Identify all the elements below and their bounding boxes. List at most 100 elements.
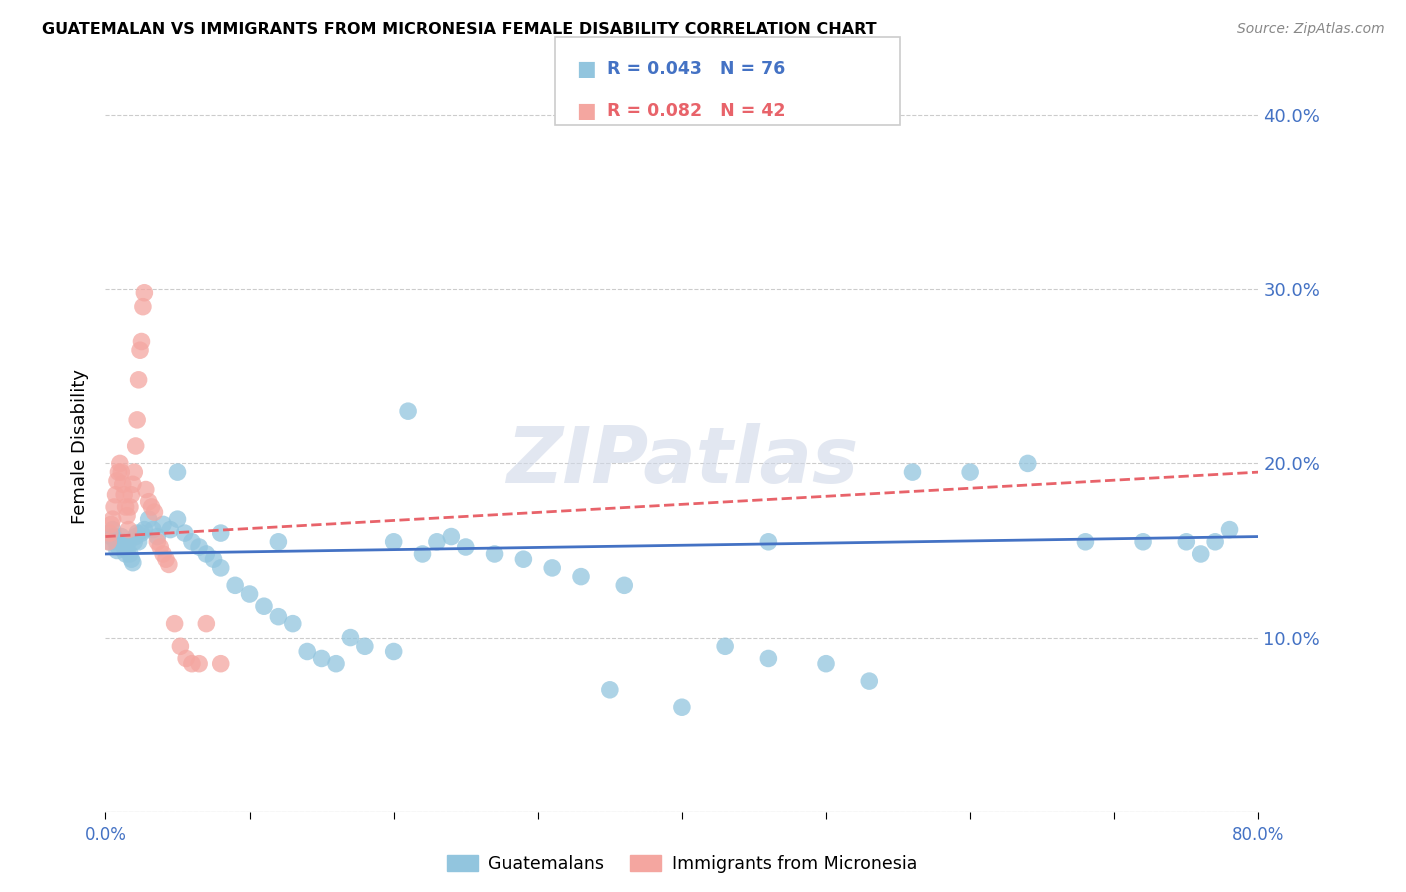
Point [202, 552, 225, 566]
Point [108, 457, 131, 471]
Point [412, 547, 434, 561]
Point [166, 465, 188, 479]
Point [146, 534, 169, 549]
Point [1017, 457, 1039, 471]
Point [115, 543, 138, 558]
Point [173, 526, 195, 541]
Point [152, 547, 174, 561]
Point [112, 540, 135, 554]
Point [110, 530, 132, 544]
Point [181, 657, 204, 671]
Point [454, 540, 477, 554]
Point [382, 644, 405, 658]
Point [100, 517, 122, 532]
Point [132, 300, 155, 314]
Point [104, 488, 127, 502]
Point [195, 547, 218, 561]
Point [114, 500, 136, 514]
Text: GUATEMALAN VS IMMIGRANTS FROM MICRONESIA FEMALE DISABILITY CORRELATION CHART: GUATEMALAN VS IMMIGRANTS FROM MICRONESIA… [42, 22, 877, 37]
Text: R = 0.082   N = 42: R = 0.082 N = 42 [607, 103, 786, 120]
Point [671, 700, 693, 714]
Point [188, 657, 211, 671]
Point [297, 644, 319, 658]
Point [125, 439, 148, 453]
Point [209, 526, 232, 541]
Point [155, 552, 177, 566]
Text: Source: ZipAtlas.com: Source: ZipAtlas.com [1237, 22, 1385, 37]
Point [131, 334, 153, 349]
Point [325, 657, 347, 671]
Text: ■: ■ [576, 59, 596, 78]
Point [104, 534, 127, 549]
Point [195, 616, 218, 631]
Point [107, 540, 129, 554]
Point [100, 530, 122, 544]
Point [181, 534, 204, 549]
Point [124, 465, 146, 479]
Point [224, 578, 246, 592]
Point [98, 526, 121, 541]
Point [159, 523, 181, 537]
Point [569, 569, 592, 583]
Point [382, 534, 405, 549]
Point [858, 674, 880, 689]
Point [758, 534, 780, 549]
Point [1204, 534, 1226, 549]
Point [110, 465, 132, 479]
Point [127, 413, 149, 427]
Legend: Guatemalans, Immigrants from Micronesia: Guatemalans, Immigrants from Micronesia [440, 848, 924, 880]
Point [121, 477, 143, 491]
Text: ZIPatlas: ZIPatlas [506, 423, 858, 499]
Point [120, 488, 142, 502]
Point [117, 534, 139, 549]
Point [311, 651, 333, 665]
Point [127, 526, 149, 541]
Point [143, 505, 166, 519]
Point [209, 561, 232, 575]
Point [959, 465, 981, 479]
Point [108, 534, 131, 549]
Point [426, 534, 449, 549]
Point [111, 477, 134, 491]
Point [354, 640, 377, 654]
Point [512, 552, 534, 566]
Point [135, 483, 157, 497]
Point [1189, 547, 1212, 561]
Point [118, 547, 141, 561]
Point [101, 512, 124, 526]
Text: R = 0.043   N = 76: R = 0.043 N = 76 [607, 60, 786, 78]
Point [267, 609, 290, 624]
Point [901, 465, 924, 479]
Point [121, 556, 143, 570]
Y-axis label: Female Disability: Female Disability [72, 368, 90, 524]
Point [120, 552, 142, 566]
Point [138, 494, 160, 508]
Point [149, 540, 172, 554]
Point [141, 500, 163, 514]
Point [97, 534, 120, 549]
Point [1219, 523, 1241, 537]
Point [163, 616, 186, 631]
Point [103, 530, 125, 544]
Point [152, 517, 174, 532]
Point [209, 657, 232, 671]
Point [613, 578, 636, 592]
Point [111, 534, 134, 549]
Point [103, 500, 125, 514]
Point [396, 404, 419, 418]
Point [1132, 534, 1154, 549]
Point [157, 558, 180, 572]
Point [281, 616, 304, 631]
Point [115, 508, 138, 523]
Point [107, 465, 129, 479]
Point [131, 526, 153, 541]
Point [758, 651, 780, 665]
Point [440, 530, 463, 544]
Text: ■: ■ [576, 102, 596, 121]
Point [267, 534, 290, 549]
Point [142, 523, 165, 537]
Point [129, 343, 152, 358]
Point [541, 561, 564, 575]
Point [146, 530, 169, 544]
Point [815, 657, 838, 671]
